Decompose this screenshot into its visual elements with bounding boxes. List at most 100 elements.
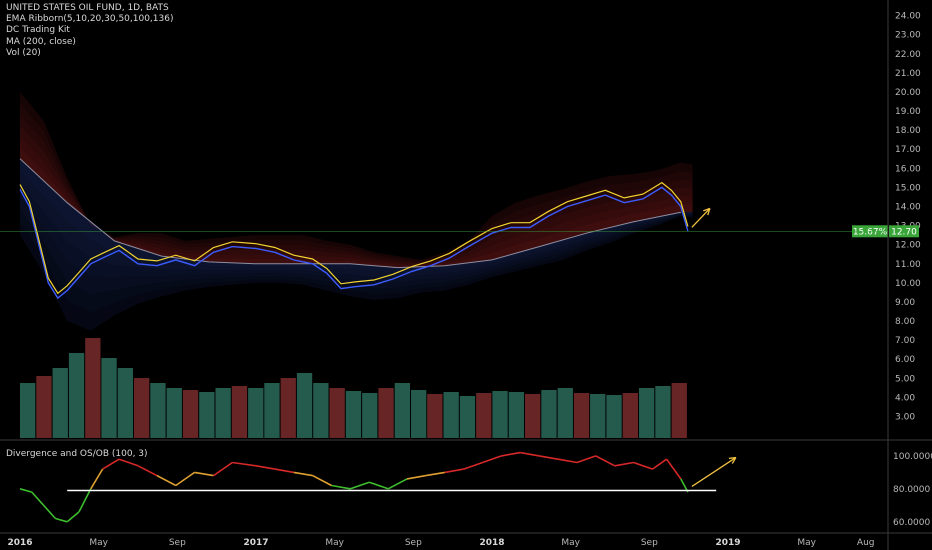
volume-bar (459, 396, 476, 438)
oscillator-segment (31, 491, 45, 506)
oscillator-segment (331, 484, 351, 490)
date-tick-label: 2016 (7, 538, 32, 548)
price-arrow-head (703, 207, 711, 216)
oscillator-tick-label: 100.0000 (893, 452, 932, 462)
price-tick-label: 22.00 (895, 50, 921, 60)
study-ma[interactable]: MA (200, close) (6, 36, 76, 47)
oscillator-segment (312, 474, 332, 487)
oscillator-segment (576, 455, 597, 464)
price-arrow (691, 207, 711, 228)
price-tag-percent: 15.67% (853, 227, 888, 237)
volume-bar (590, 394, 606, 438)
study-dc-trading-kit[interactable]: DC Trading Kit (6, 25, 70, 36)
oscillator-legend: Divergence and OS/OB (100, 3) (6, 449, 148, 460)
volume-bar (411, 390, 427, 438)
date-tick-label: Sep (169, 538, 186, 548)
volume-bar (362, 393, 378, 438)
oscillator-tick-label: 80.0000 (893, 485, 930, 495)
volume-bar (134, 378, 150, 438)
ma200-path (19, 158, 681, 269)
price-tick-label: 20.00 (895, 88, 921, 98)
oscillator-segment (43, 504, 56, 520)
study-ema-ribbon[interactable]: EMA Ribborn(5,10,20,30,50,100,136) (6, 14, 174, 25)
volume-bar (199, 392, 215, 438)
oscillator-segment (55, 517, 68, 523)
price-tick-label: 9.00 (895, 298, 915, 308)
volume-bar (606, 395, 622, 438)
volume-bar (345, 391, 362, 438)
price-line (19, 181, 689, 300)
chart-legend: UNITED STATES OIL FUND, 1D, BATS EMA Rib… (6, 3, 173, 59)
price-tick-label: 19.00 (895, 107, 921, 117)
oscillator-segment (232, 461, 257, 467)
date-tick-label: 2017 (243, 538, 268, 548)
volume-bar (443, 392, 459, 438)
volume-bar (557, 388, 573, 438)
oscillator-segment (463, 461, 483, 470)
ema-ribbon (20, 92, 693, 331)
volume-bar (329, 388, 345, 438)
price-tick-label: 11.00 (895, 260, 921, 270)
volume-bar (36, 376, 52, 438)
price-tick-label: 12.00 (895, 241, 921, 251)
volume-bar (264, 383, 280, 438)
oscillator-axis: 100.0000 80.0000 60.0000 (893, 452, 932, 528)
oscillator-segment (175, 471, 196, 487)
oscillator-segment (501, 451, 521, 457)
price-tick-label: 8.00 (895, 317, 915, 327)
volume-bar (150, 383, 166, 438)
oscillator-segment (633, 461, 653, 470)
date-tick-label: Sep (641, 538, 658, 548)
volume-bar (655, 386, 671, 438)
price-tick-label: 21.00 (895, 69, 921, 79)
volume-bar (182, 390, 199, 438)
oscillator-title[interactable]: Divergence and OS/OB (100, 3) (6, 449, 148, 459)
oscillator-segment (19, 488, 33, 493)
oscillator-segment (156, 474, 177, 487)
volume-bar (508, 392, 524, 438)
price-tick-label: 14.00 (895, 203, 921, 213)
oscillator-segment (539, 455, 559, 460)
date-tick-label: May (89, 538, 108, 548)
oscillator-segment (665, 458, 682, 480)
oscillator-segment (444, 468, 464, 474)
date-tick-label: May (325, 538, 344, 548)
ribbon-band-lower (20, 209, 693, 313)
volume-bar (476, 393, 492, 438)
price-tick-label: 10.00 (895, 279, 921, 289)
oscillator-segment (520, 451, 540, 457)
volume-bar (166, 388, 182, 438)
price-tag-value-bg (889, 225, 919, 238)
price-tick-label: 17.00 (895, 145, 921, 155)
oscillator-segment (90, 468, 104, 490)
volume-bar (378, 388, 394, 438)
price-tick-label: 5.00 (895, 374, 915, 384)
symbol-title[interactable]: UNITED STATES OIL FUND, 1D, BATS (6, 3, 169, 13)
date-tick-label: May (797, 538, 816, 548)
volume-bar (394, 383, 410, 438)
oscillator-segment (78, 488, 92, 513)
volume-bar (280, 378, 296, 438)
price-tick-label: 3.00 (895, 413, 915, 423)
volume-bar (427, 394, 443, 438)
volume-bar (215, 388, 231, 438)
study-volume[interactable]: Vol (20) (6, 47, 41, 58)
date-axis: 2016 May Sep 2017 May Sep 2018 May Sep 2019 May Aug (7, 538, 874, 548)
volume-bar (117, 368, 133, 438)
price-channel-path (19, 181, 689, 295)
volume-bar (622, 393, 638, 438)
oscillator-segment (213, 461, 233, 477)
volume-bar (248, 388, 264, 438)
volume-bar (671, 383, 687, 438)
ribbon-band-lower (20, 215, 693, 331)
volume-bar (20, 383, 36, 438)
oscillator-segment (66, 511, 80, 523)
volume-bar (85, 338, 101, 438)
volume-bar (525, 394, 541, 438)
volume-bar (313, 383, 329, 438)
oscillator-segment (652, 458, 668, 470)
oscillator-segment (482, 455, 502, 464)
oscillator-segment (425, 471, 445, 477)
oscillator-segment (557, 458, 578, 464)
